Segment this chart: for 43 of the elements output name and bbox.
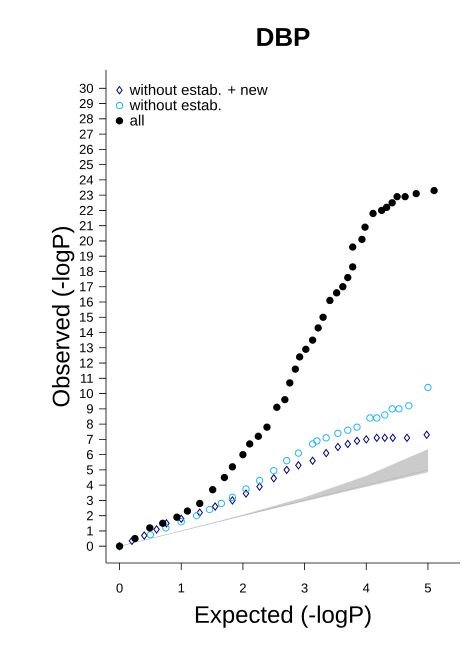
x-tick-label: 1 xyxy=(178,583,184,592)
y-tick-label: 27 xyxy=(80,130,93,139)
y-tick-label: 9 xyxy=(86,404,93,414)
x-tick-label: 5 xyxy=(424,583,431,592)
y-tick-label: 14 xyxy=(80,328,94,337)
y-tick-label: 0 xyxy=(86,542,94,551)
x-tick-label: 0 xyxy=(116,583,123,593)
chart-title: DBP xyxy=(257,28,310,46)
y-tick-label: 23 xyxy=(80,190,93,200)
y-tick-label: 25 xyxy=(80,160,93,170)
y-tick-label: 28 xyxy=(80,114,93,124)
x-axis-title: Expected (-logP) xyxy=(196,605,371,628)
y-tick-label: 8 xyxy=(86,420,93,429)
y-tick-label: 2 xyxy=(86,511,93,520)
x-tick-label: 4 xyxy=(362,583,370,592)
y-tick-label: 12 xyxy=(80,358,93,368)
y-tick-label: 11 xyxy=(81,374,93,383)
y-tick-label: 17 xyxy=(80,282,93,292)
y-tick-label: 15 xyxy=(80,312,93,322)
y-tick-label: 18 xyxy=(80,266,93,276)
y-tick-label: 26 xyxy=(80,144,93,154)
y-axis-title: Observed (-logP) xyxy=(52,226,74,406)
y-tick-label: 3 xyxy=(86,496,93,506)
y-tick-label: 13 xyxy=(80,343,93,352)
y-tick-label: 22 xyxy=(80,206,93,215)
y-tick-label: 29 xyxy=(80,98,93,108)
legend-label: all xyxy=(130,114,144,126)
y-tick-label: 16 xyxy=(80,297,93,307)
x-tick-label: 2 xyxy=(240,583,246,592)
y-tick-label: 7 xyxy=(86,434,93,444)
y-tick-label: 21 xyxy=(80,221,93,230)
x-tick-label: 3 xyxy=(301,583,308,593)
y-tick-label: 6 xyxy=(86,450,93,460)
y-tick-label: 4 xyxy=(86,480,94,490)
y-tick-label: 10 xyxy=(80,388,94,398)
y-tick-label: 1 xyxy=(87,526,93,536)
y-tick-label: 5 xyxy=(86,465,93,474)
legend-label: without estab. + new xyxy=(130,84,268,96)
legend-label: without estab. xyxy=(130,99,220,110)
y-tick-label: 30 xyxy=(80,84,94,93)
y-tick-label: 20 xyxy=(80,236,94,246)
y-tick-label: 19 xyxy=(80,252,93,261)
y-tick-label: 24 xyxy=(80,175,94,184)
